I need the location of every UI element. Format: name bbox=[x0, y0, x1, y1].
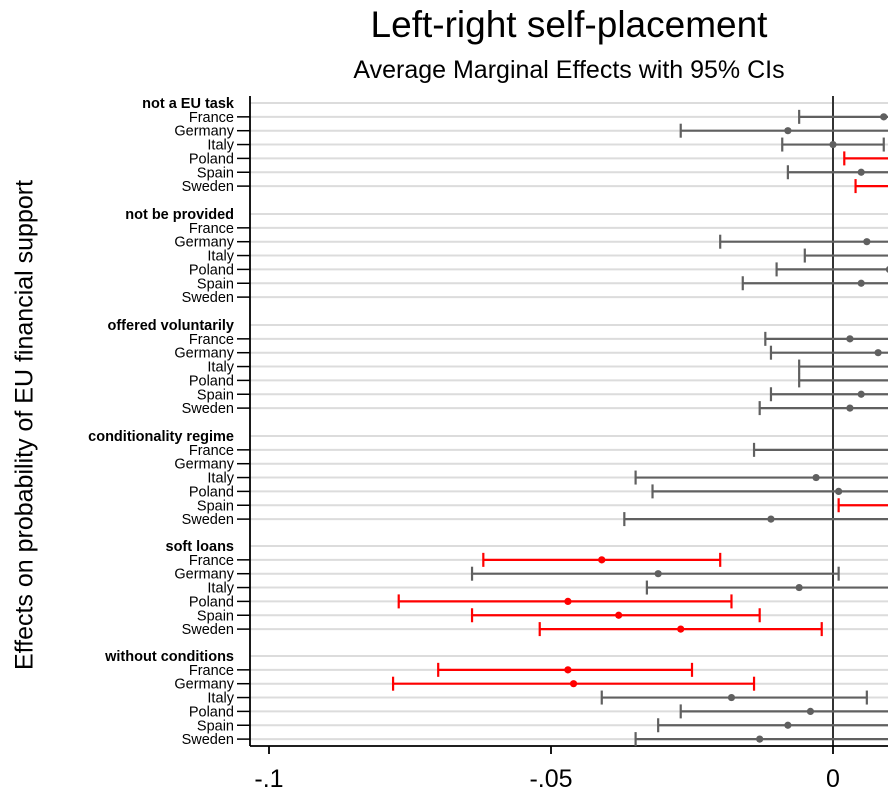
chart-title: Left-right self-placement bbox=[370, 4, 768, 45]
country-label: France bbox=[189, 553, 234, 569]
country-label: France bbox=[189, 110, 234, 126]
estimate-point bbox=[829, 140, 837, 149]
country-label: France bbox=[189, 443, 234, 459]
group-label: not a EU task bbox=[142, 96, 235, 112]
estimate-point bbox=[677, 625, 685, 633]
country-label: Spain bbox=[197, 276, 234, 292]
group-label: conditionality regime bbox=[88, 429, 234, 445]
x-tick-label: -.05 bbox=[529, 765, 572, 793]
estimate-point bbox=[835, 487, 843, 495]
estimate-point bbox=[795, 583, 803, 592]
country-label: Spain bbox=[197, 498, 234, 514]
group-label: not be provided bbox=[125, 207, 234, 223]
chart-subtitle: Average Marginal Effects with 95% CIs bbox=[353, 56, 785, 84]
group-label: offered voluntarily bbox=[108, 318, 235, 334]
estimate-point bbox=[806, 707, 815, 716]
estimate-point bbox=[863, 238, 871, 246]
estimate-point bbox=[846, 404, 854, 412]
estimate-point bbox=[767, 515, 775, 523]
estimate-point bbox=[727, 693, 736, 702]
estimate-point bbox=[846, 335, 854, 343]
country-label: Italy bbox=[207, 471, 234, 487]
x-tick-label: -.1 bbox=[254, 765, 283, 793]
country-label: Poland bbox=[189, 262, 234, 278]
estimate-point bbox=[784, 127, 792, 135]
estimate-point bbox=[564, 666, 572, 674]
estimate-point bbox=[654, 570, 662, 578]
country-label: Italy bbox=[207, 581, 234, 597]
country-label: Germany bbox=[174, 677, 234, 693]
estimate-point bbox=[598, 556, 606, 564]
country-label: Spain bbox=[197, 165, 234, 181]
country-label: Sweden bbox=[182, 401, 234, 417]
country-label: Poland bbox=[189, 151, 234, 167]
estimate-point bbox=[569, 680, 578, 688]
estimate-point bbox=[812, 473, 820, 482]
country-label: Italy bbox=[207, 691, 234, 707]
x-tick-label: 0 bbox=[826, 765, 840, 793]
country-label: Germany bbox=[174, 235, 234, 251]
estimate-point bbox=[756, 735, 764, 743]
country-label: Poland bbox=[189, 373, 234, 389]
estimate-point bbox=[857, 390, 865, 398]
country-label: Sweden bbox=[182, 622, 234, 638]
country-label: Spain bbox=[197, 387, 234, 403]
country-label: France bbox=[189, 663, 234, 679]
estimate-point bbox=[857, 168, 865, 176]
country-label: Sweden bbox=[182, 512, 234, 528]
estimate-point bbox=[784, 721, 792, 729]
country-label: Sweden bbox=[182, 179, 234, 195]
country-label: Poland bbox=[189, 594, 234, 610]
country-label: Germany bbox=[174, 457, 234, 473]
estimate-point bbox=[564, 597, 572, 606]
country-label: France bbox=[189, 332, 234, 348]
country-label: Germany bbox=[174, 124, 234, 140]
estimate-point bbox=[874, 349, 882, 357]
country-label: Spain bbox=[197, 608, 234, 624]
group-label: without conditions bbox=[104, 649, 234, 665]
country-label: Sweden bbox=[182, 732, 234, 748]
country-label: Sweden bbox=[182, 290, 234, 306]
country-label: Italy bbox=[207, 360, 234, 376]
country-label: Spain bbox=[197, 718, 234, 734]
estimate-point bbox=[857, 279, 865, 287]
estimate-point bbox=[885, 266, 888, 273]
country-label: Germany bbox=[174, 346, 234, 362]
group-label: soft loans bbox=[166, 539, 234, 555]
estimate-point bbox=[880, 113, 888, 121]
country-label: France bbox=[189, 221, 234, 237]
country-label: Italy bbox=[207, 138, 234, 154]
country-label: Poland bbox=[189, 704, 234, 720]
country-label: Germany bbox=[174, 567, 234, 583]
estimate-point bbox=[615, 611, 623, 619]
country-label: Poland bbox=[189, 484, 234, 500]
country-label: Italy bbox=[207, 249, 234, 265]
